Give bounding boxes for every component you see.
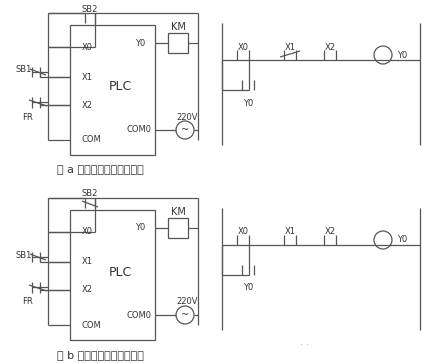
Bar <box>168 218 187 238</box>
Text: X2: X2 <box>324 228 335 237</box>
Text: SB1: SB1 <box>16 250 32 260</box>
Text: X0: X0 <box>237 43 248 51</box>
Text: X0: X0 <box>82 228 93 237</box>
Circle shape <box>373 46 391 64</box>
Text: FR: FR <box>22 297 33 306</box>
Circle shape <box>175 121 194 139</box>
Text: · ·: · · <box>300 340 309 350</box>
Text: PLC: PLC <box>109 80 132 94</box>
Text: Y0: Y0 <box>396 51 406 59</box>
Text: COM0: COM0 <box>127 126 152 135</box>
Text: KM: KM <box>170 22 185 32</box>
Text: （ b ）停止按钮接常闭触点: （ b ）停止按钮接常闭触点 <box>56 350 143 360</box>
Text: PLC: PLC <box>109 265 132 278</box>
Circle shape <box>373 231 391 249</box>
Text: X2: X2 <box>82 100 93 110</box>
Circle shape <box>175 306 194 324</box>
Text: Y0: Y0 <box>243 284 252 293</box>
Bar <box>168 33 187 53</box>
Text: SB2: SB2 <box>82 4 98 13</box>
Text: 220V: 220V <box>176 297 197 306</box>
Text: X1: X1 <box>284 228 295 237</box>
Text: FR: FR <box>22 112 33 122</box>
Text: X2: X2 <box>324 43 335 51</box>
Text: SB2: SB2 <box>82 190 98 198</box>
Text: COM0: COM0 <box>127 310 152 320</box>
Text: X0: X0 <box>82 43 93 51</box>
Text: X1: X1 <box>82 72 93 82</box>
Text: ~: ~ <box>181 125 189 135</box>
Text: KM: KM <box>170 207 185 217</box>
Text: COM: COM <box>82 320 101 329</box>
Text: X2: X2 <box>82 285 93 294</box>
Text: Y0: Y0 <box>243 99 252 107</box>
Text: Y0: Y0 <box>135 223 145 233</box>
Text: ~: ~ <box>181 310 189 320</box>
Text: X0: X0 <box>237 228 248 237</box>
Text: Y0: Y0 <box>396 236 406 245</box>
Text: X1: X1 <box>284 43 295 51</box>
Text: （ a ）停止按钮接常开触点: （ a ）停止按钮接常开触点 <box>56 165 143 175</box>
Text: SB1: SB1 <box>16 66 32 75</box>
Bar <box>70 25 155 155</box>
Text: Y0: Y0 <box>135 39 145 47</box>
Text: COM: COM <box>82 135 101 145</box>
Text: X1: X1 <box>82 257 93 266</box>
Bar <box>70 210 155 340</box>
Text: 220V: 220V <box>176 112 197 122</box>
